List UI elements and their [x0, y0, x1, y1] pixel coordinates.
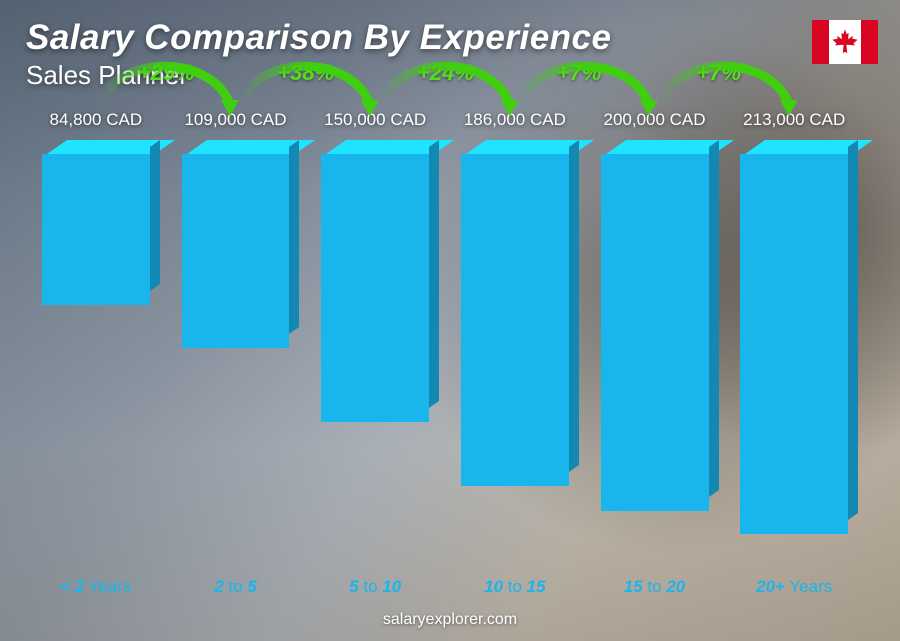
bar — [740, 140, 848, 520]
bar-side-face — [569, 140, 579, 472]
bar — [42, 140, 150, 291]
bar-side-face — [709, 140, 719, 497]
bar — [321, 140, 429, 408]
growth-pct-label: +38% — [277, 60, 334, 86]
bar-wrap: 186,000 CAD10 to 15 — [449, 110, 581, 569]
bar-category-label: 15 to 20 — [624, 577, 685, 597]
bar — [461, 140, 569, 472]
footer-attribution: salaryexplorer.com — [0, 611, 900, 629]
bar-side-face — [848, 140, 858, 520]
bar-category-label: 2 to 5 — [214, 577, 257, 597]
growth-pct-label: +29% — [138, 60, 195, 86]
bar-value-label: 109,000 CAD — [184, 110, 286, 130]
growth-pct-label: +24% — [417, 60, 474, 86]
bar-wrap: 150,000 CAD5 to 10 — [309, 110, 441, 569]
bar — [601, 140, 709, 497]
bar-value-label: 213,000 CAD — [743, 110, 845, 130]
bar-front-face — [461, 154, 569, 486]
bar-side-face — [429, 140, 439, 408]
bar-value-label: 84,800 CAD — [50, 110, 143, 130]
chart-title: Salary Comparison By Experience — [26, 18, 611, 58]
bar — [182, 140, 290, 334]
bar-front-face — [321, 154, 429, 422]
bar-front-face — [42, 154, 150, 305]
bar-value-label: 150,000 CAD — [324, 110, 426, 130]
bar-category-label: 10 to 15 — [484, 577, 545, 597]
bar-chart: 84,800 CAD< 2 Years109,000 CAD2 to 5150,… — [30, 110, 860, 569]
growth-pct-label: +7% — [557, 60, 602, 86]
bar-front-face — [601, 154, 709, 511]
bar-front-face — [182, 154, 290, 348]
flag-band-right — [861, 20, 878, 64]
bar-wrap: 84,800 CAD< 2 Years — [30, 110, 162, 569]
bar-category-label: 5 to 10 — [349, 577, 401, 597]
bar-value-label: 186,000 CAD — [464, 110, 566, 130]
maple-leaf-icon — [831, 28, 859, 56]
country-flag — [812, 20, 878, 64]
bar-value-label: 200,000 CAD — [603, 110, 705, 130]
bar-wrap: 213,000 CAD20+ Years — [728, 110, 860, 569]
bar-category-label: < 2 Years — [60, 577, 131, 597]
bar-wrap: 109,000 CAD2 to 5 — [170, 110, 302, 569]
bar-side-face — [289, 140, 299, 334]
growth-pct-label: +7% — [696, 60, 741, 86]
bar-wrap: 200,000 CAD15 to 20 — [589, 110, 721, 569]
flag-band-left — [812, 20, 829, 64]
bar-side-face — [150, 140, 160, 291]
bar-front-face — [740, 154, 848, 534]
bar-category-label: 20+ Years — [756, 577, 832, 597]
